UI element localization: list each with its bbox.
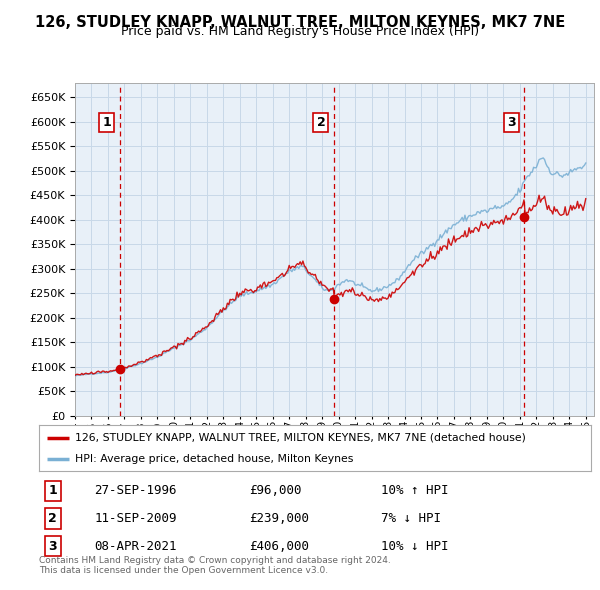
Text: 10% ↑ HPI: 10% ↑ HPI [381, 484, 449, 497]
Text: 1: 1 [49, 484, 57, 497]
Text: 3: 3 [49, 540, 57, 553]
Text: 2: 2 [317, 116, 325, 129]
Text: 11-SEP-2009: 11-SEP-2009 [94, 512, 177, 525]
Text: 126, STUDLEY KNAPP, WALNUT TREE, MILTON KEYNES, MK7 7NE: 126, STUDLEY KNAPP, WALNUT TREE, MILTON … [35, 15, 565, 30]
Text: £239,000: £239,000 [249, 512, 309, 525]
Text: 3: 3 [507, 116, 515, 129]
Text: £406,000: £406,000 [249, 540, 309, 553]
Text: Price paid vs. HM Land Registry's House Price Index (HPI): Price paid vs. HM Land Registry's House … [121, 25, 479, 38]
Text: 1: 1 [103, 116, 111, 129]
Text: HPI: Average price, detached house, Milton Keynes: HPI: Average price, detached house, Milt… [75, 454, 353, 464]
Text: 126, STUDLEY KNAPP, WALNUT TREE, MILTON KEYNES, MK7 7NE (detached house): 126, STUDLEY KNAPP, WALNUT TREE, MILTON … [75, 432, 526, 442]
Text: £96,000: £96,000 [249, 484, 301, 497]
Text: Contains HM Land Registry data © Crown copyright and database right 2024.
This d: Contains HM Land Registry data © Crown c… [39, 556, 391, 575]
Text: 10% ↓ HPI: 10% ↓ HPI [381, 540, 449, 553]
Text: 2: 2 [49, 512, 57, 525]
Text: 27-SEP-1996: 27-SEP-1996 [94, 484, 177, 497]
Text: 7% ↓ HPI: 7% ↓ HPI [381, 512, 441, 525]
Text: 08-APR-2021: 08-APR-2021 [94, 540, 177, 553]
